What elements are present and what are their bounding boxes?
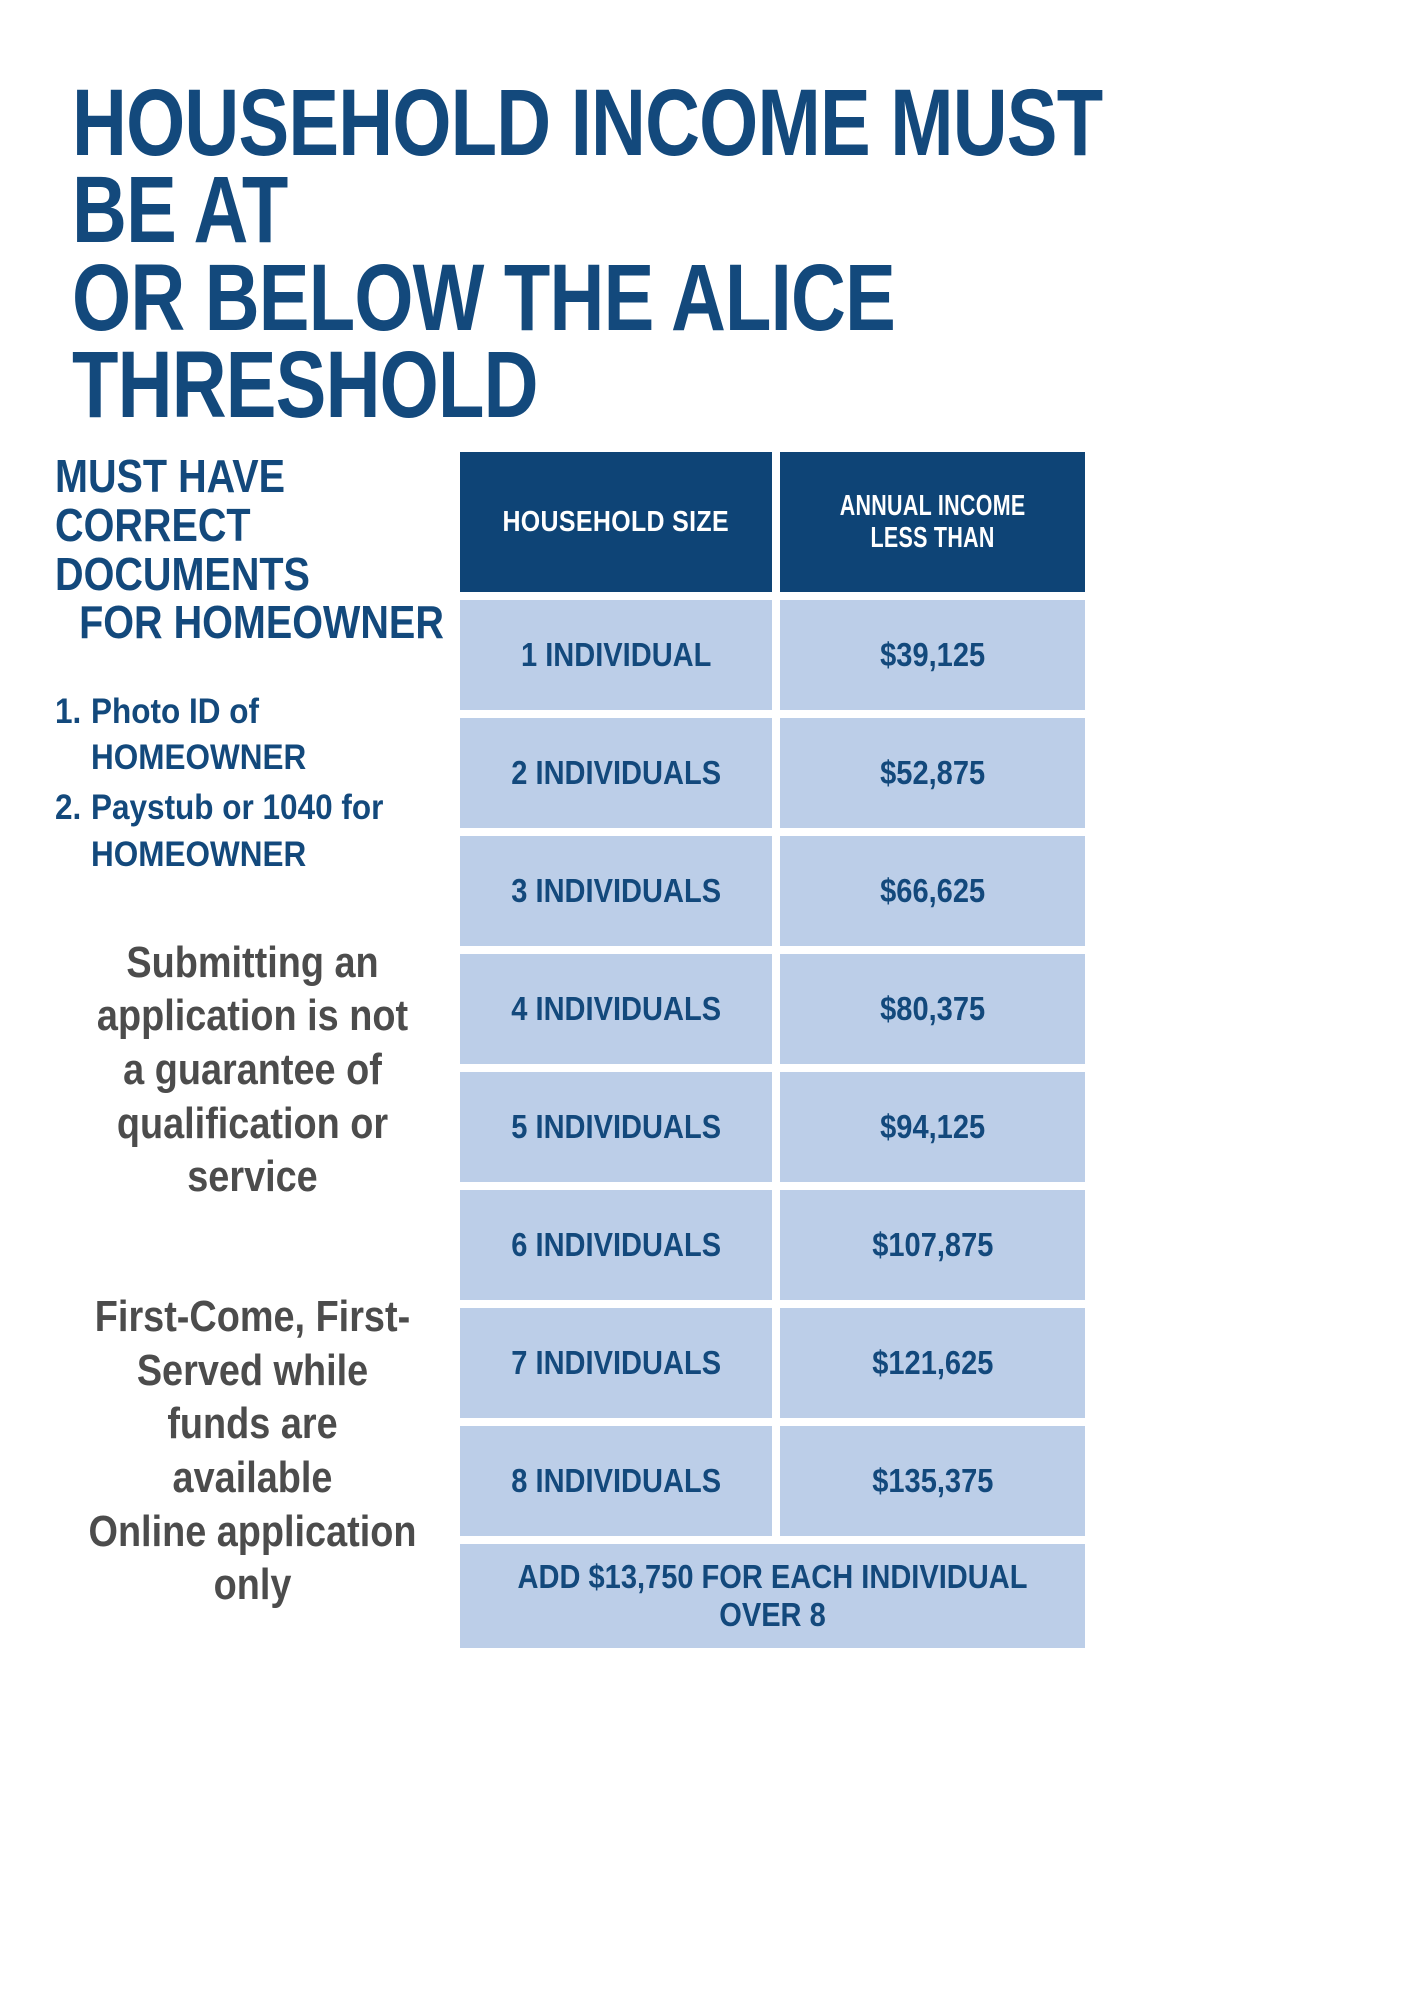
household-size-value: 8 INDIVIDUALS (511, 1462, 721, 1499)
table-cell-household-size: 2 INDIVIDUALS (460, 718, 772, 828)
table-header-row: HOUSEHOLD SIZE ANNUAL INCOME LESS THAN (460, 452, 1085, 592)
household-size-value: 7 INDIVIDUALS (511, 1344, 721, 1381)
list-item-number: 2. (55, 788, 82, 828)
list-item-text: Photo ID of HOMEOWNER (91, 689, 442, 781)
table-cell-household-size: 6 INDIVIDUALS (460, 1190, 772, 1300)
list-item-label: Photo ID of (91, 692, 259, 731)
table-header-annual-income-line-1: ANNUAL INCOME (839, 489, 1026, 522)
table-cell-household-size: 5 INDIVIDUALS (460, 1072, 772, 1182)
table-header-household-size-label: HOUSEHOLD SIZE (502, 505, 730, 538)
annual-income-value: $66,625 (880, 872, 985, 909)
required-documents-list: 1. Photo ID of HOMEOWNER 2. Paystub or 1… (55, 689, 450, 878)
annual-income-value: $121,625 (871, 1344, 994, 1381)
table-cell-household-size: 4 INDIVIDUALS (460, 954, 772, 1064)
table-header-household-size: HOUSEHOLD SIZE (460, 452, 772, 592)
household-size-value: 6 INDIVIDUALS (511, 1226, 721, 1263)
page-title: HOUSEHOLD INCOME MUST BE AT OR BELOW THE… (72, 75, 1112, 439)
table-cell-annual-income: $66,625 (780, 836, 1085, 946)
annual-income-value: $52,875 (880, 754, 985, 791)
table-row: 2 INDIVIDUALS $52,875 (460, 718, 1085, 828)
table-cell-household-size: 1 INDIVIDUAL (460, 600, 772, 710)
table-footer-row: ADD $13,750 FOR EACH INDIVIDUAL OVER 8 (460, 1544, 1085, 1648)
documents-heading-line-1: MUST HAVE CORRECT (55, 450, 286, 551)
table-cell-annual-income: $52,875 (780, 718, 1085, 828)
table-row: 7 INDIVIDUALS $121,625 (460, 1308, 1085, 1418)
annual-income-value: $39,125 (880, 636, 985, 673)
page-title-line-1: HOUSEHOLD INCOME MUST BE AT (72, 70, 1103, 264)
documents-heading-line-2: DOCUMENTS (55, 547, 310, 600)
availability-note-line-2: Online application only (88, 1506, 417, 1610)
household-size-value: 5 INDIVIDUALS (511, 1108, 721, 1145)
table-header-annual-income: ANNUAL INCOME LESS THAN (780, 452, 1085, 592)
table-row: 6 INDIVIDUALS $107,875 (460, 1190, 1085, 1300)
annual-income-value: $94,125 (880, 1108, 985, 1145)
table-row: 4 INDIVIDUALS $80,375 (460, 954, 1085, 1064)
table-cell-household-size: 3 INDIVIDUALS (460, 836, 772, 946)
table-cell-household-size: 7 INDIVIDUALS (460, 1308, 772, 1418)
left-column: MUST HAVE CORRECT DOCUMENTS FOR HOMEOWNE… (55, 452, 450, 1612)
income-threshold-table: HOUSEHOLD SIZE ANNUAL INCOME LESS THAN 1… (460, 452, 1085, 1656)
list-item: 1. Photo ID of HOMEOWNER (55, 689, 442, 781)
table-cell-annual-income: $80,375 (780, 954, 1085, 1064)
table-header-annual-income-line-2: LESS THAN (870, 522, 995, 554)
list-item-emphasis: HOMEOWNER (91, 834, 307, 874)
disclaimer-note: Submitting an application is not a guara… (96, 937, 409, 1202)
availability-note-line-1: First-Come, First-Served while funds are… (94, 1292, 411, 1503)
list-item-label: Paystub or 1040 for (91, 788, 384, 828)
table-header-annual-income-label: ANNUAL INCOME LESS THAN (824, 490, 1040, 555)
table-cell-annual-income: $94,125 (780, 1072, 1085, 1182)
table-cell-annual-income: $121,625 (780, 1308, 1085, 1418)
table-cell-household-size: 8 INDIVIDUALS (460, 1426, 772, 1536)
table-footer-label: ADD $13,750 FOR EACH INDIVIDUAL OVER 8 (517, 1558, 1028, 1633)
list-item-emphasis: HOMEOWNER (91, 738, 307, 778)
household-size-value: 1 INDIVIDUAL (520, 636, 712, 673)
list-item: 2. Paystub or 1040 for HOMEOWNER (55, 785, 442, 877)
annual-income-value: $107,875 (871, 1226, 994, 1263)
list-item-text: Paystub or 1040 for HOMEOWNER (91, 785, 442, 877)
household-size-value: 3 INDIVIDUALS (511, 872, 721, 909)
household-size-value: 2 INDIVIDUALS (511, 754, 721, 791)
table-row: 8 INDIVIDUALS $135,375 (460, 1426, 1085, 1536)
availability-note: First-Come, First-Served while funds are… (83, 1290, 423, 1612)
annual-income-value: $135,375 (871, 1462, 994, 1499)
list-item-number: 1. (55, 692, 82, 731)
table-cell-annual-income: $135,375 (780, 1426, 1085, 1536)
table-row: 5 INDIVIDUALS $94,125 (460, 1072, 1085, 1182)
table-row: 1 INDIVIDUAL $39,125 (460, 600, 1085, 710)
table-cell-annual-income: $39,125 (780, 600, 1085, 710)
table-cell-annual-income: $107,875 (780, 1190, 1085, 1300)
annual-income-value: $80,375 (880, 990, 985, 1027)
table-row: 3 INDIVIDUALS $66,625 (460, 836, 1085, 946)
documents-heading-line-3: FOR HOMEOWNER (79, 596, 444, 649)
page-title-line-2: OR BELOW THE ALICE THRESHOLD (72, 244, 896, 439)
table-footer-cell: ADD $13,750 FOR EACH INDIVIDUAL OVER 8 (460, 1544, 1085, 1648)
household-size-value: 4 INDIVIDUALS (511, 990, 721, 1027)
documents-heading: MUST HAVE CORRECT DOCUMENTS FOR HOMEOWNE… (55, 452, 451, 647)
